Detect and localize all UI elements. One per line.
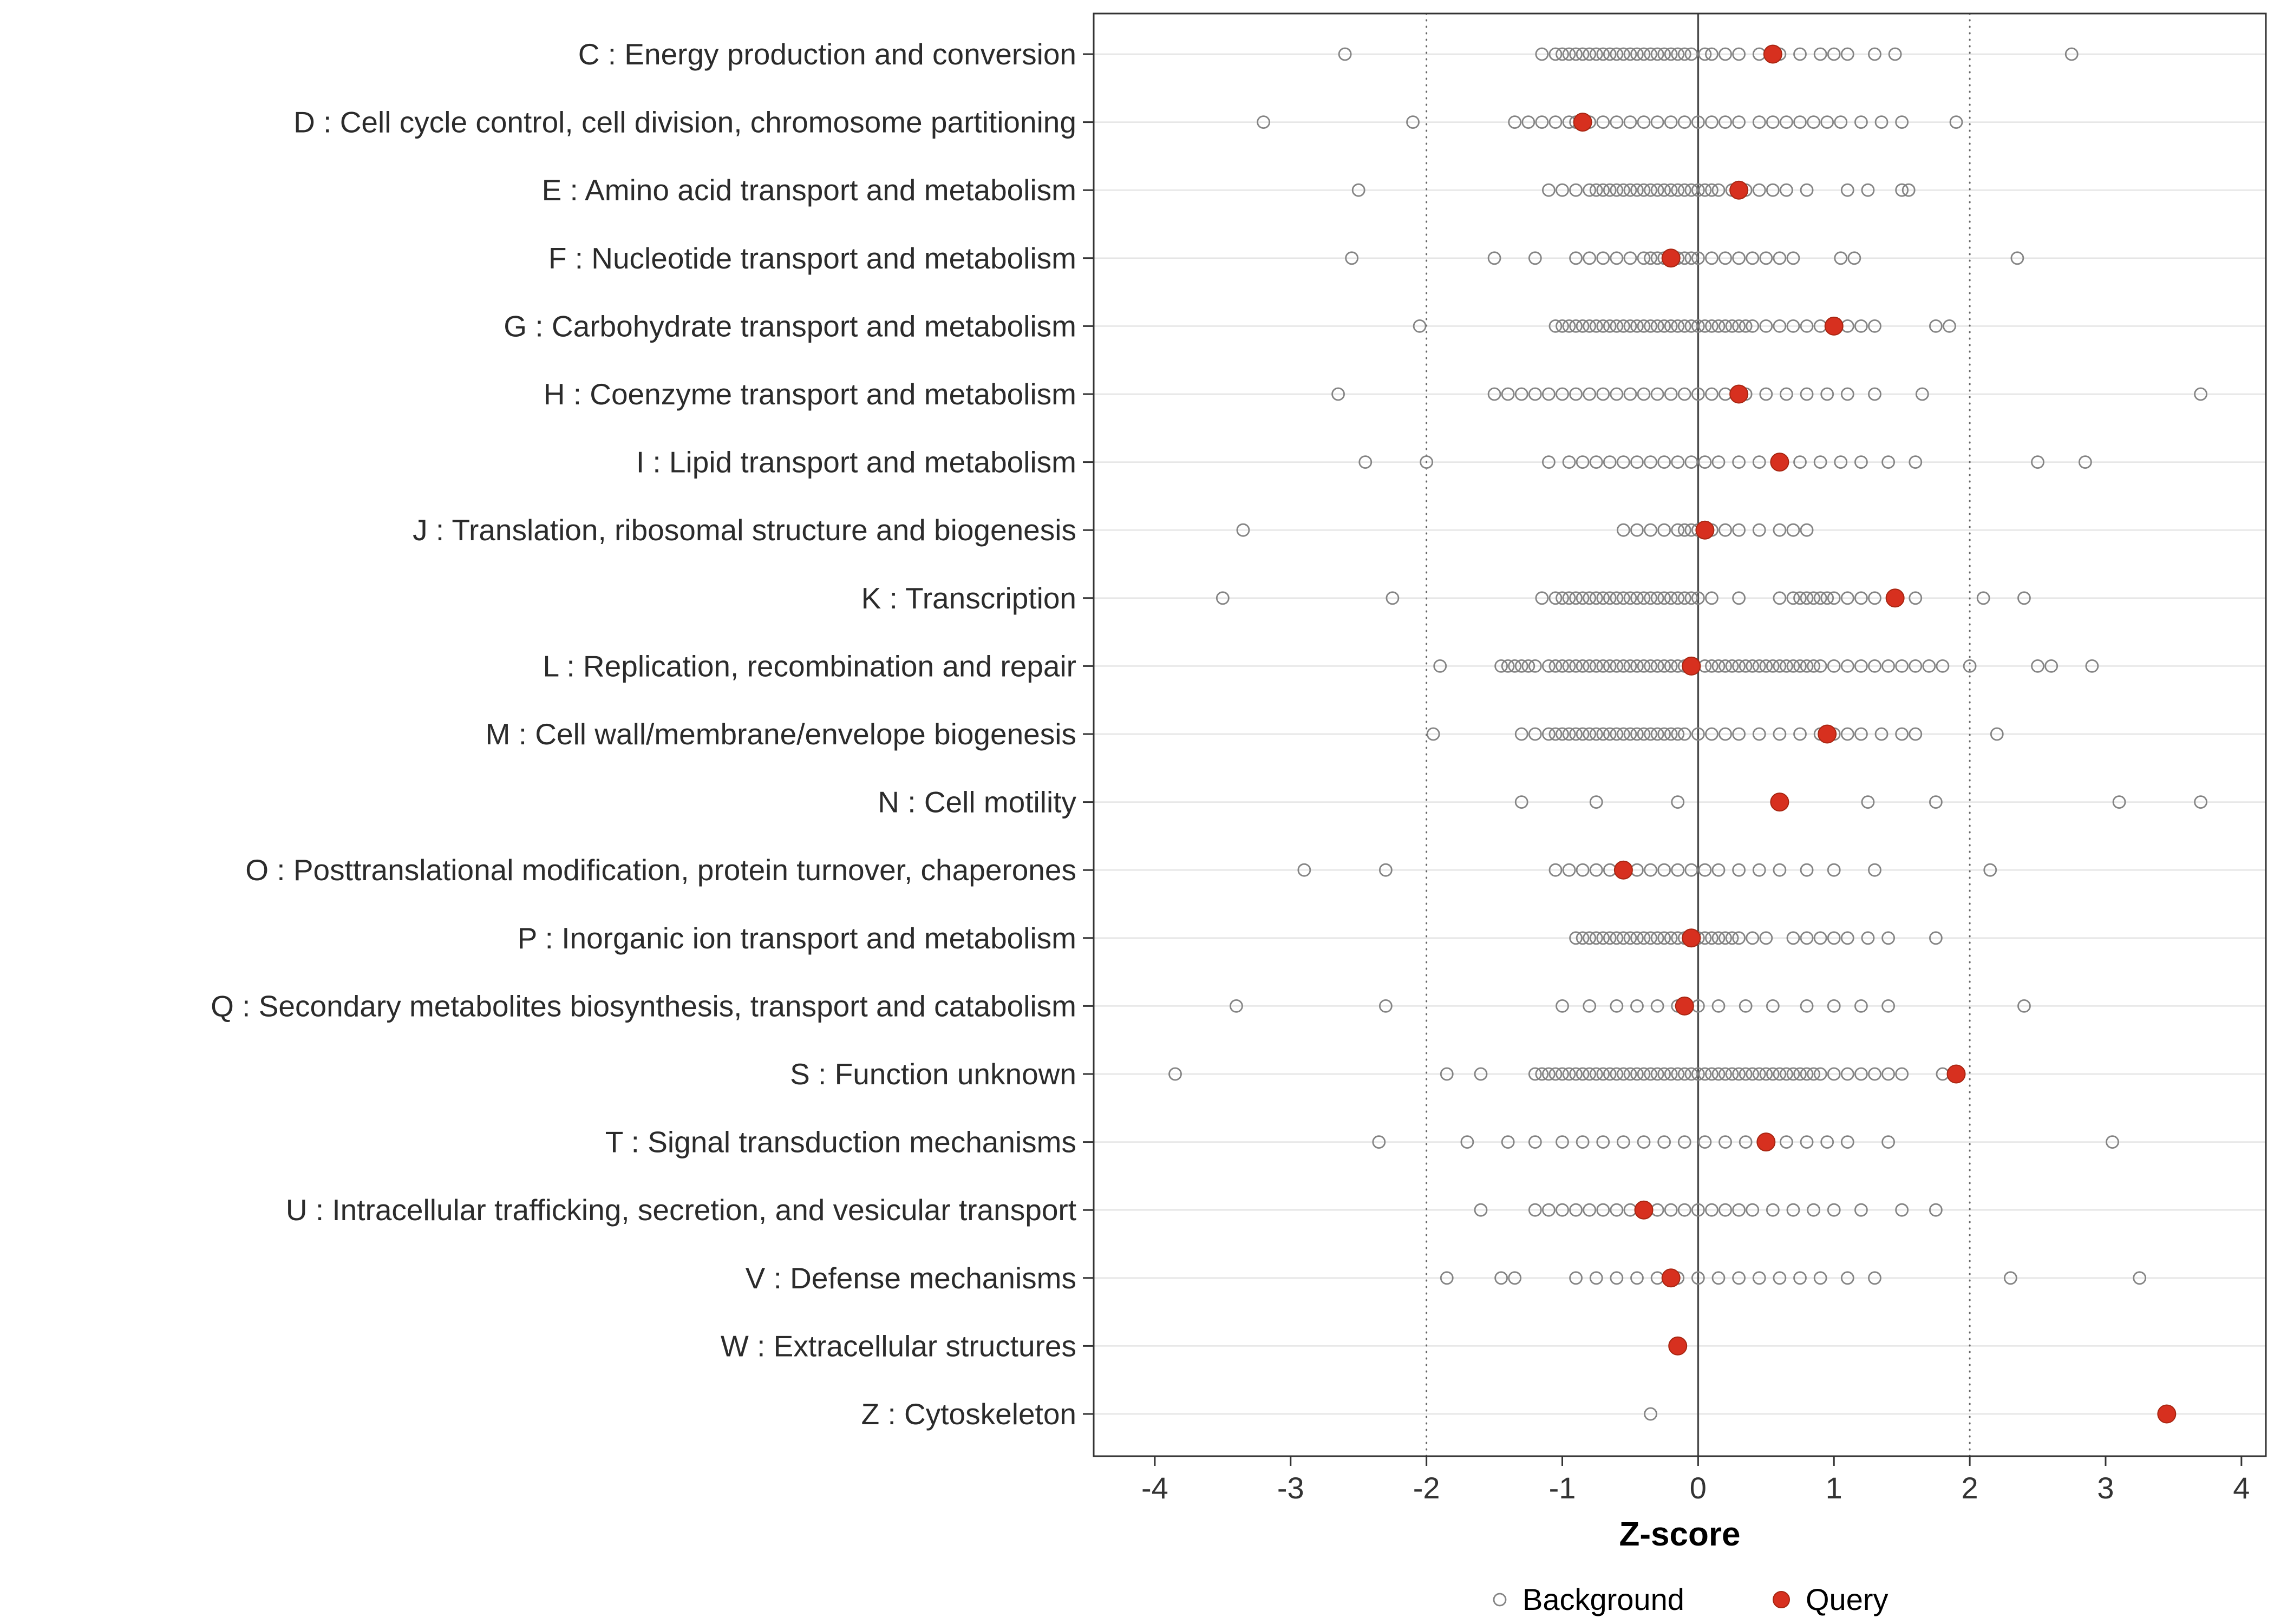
category-label: P : Inorganic ion transport and metaboli… [518,921,1076,955]
category-label: H : Coenzyme transport and metabolism [544,377,1076,411]
category-label: D : Cell cycle control, cell division, c… [293,106,1076,139]
category-label: G : Carbohydrate transport and metabolis… [504,309,1076,343]
horizontal-gridlines [1094,53,2266,1415]
category-label: U : Intracellular trafficking, secretion… [286,1193,1076,1227]
x-tick-label: 4 [2233,1471,2250,1505]
category-label: I : Lipid transport and metabolism [636,446,1076,479]
x-tick-label: -1 [1549,1471,1576,1505]
category-label: E : Amino acid transport and metabolism [542,173,1076,207]
x-tick-label: 0 [1690,1471,1707,1505]
category-label: Q : Secondary metabolites biosynthesis, … [211,989,1076,1023]
x-tick-label: 1 [1826,1471,1842,1505]
dotted-reference-lines [1426,12,1971,1457]
category-label: O : Posttranslational modification, prot… [245,853,1076,887]
legend-background-marker [1493,1593,1507,1607]
query-points [1573,44,2177,1424]
category-label: F : Nucleotide transport and metabolism [548,241,1076,275]
category-label: S : Function unknown [790,1057,1076,1091]
legend-query-marker [1773,1591,1790,1608]
category-label: M : Cell wall/membrane/envelope biogenes… [486,717,1076,751]
x-tick-label: -2 [1413,1471,1440,1505]
x-tick-label: 2 [1962,1471,1978,1505]
legend: Background Query [1493,1582,1889,1616]
category-label: T : Signal transduction mechanisms [605,1125,1076,1159]
category-label: V : Defense mechanisms [746,1261,1076,1295]
plot-panel [1094,14,2266,1456]
category-label: K : Transcription [861,581,1076,615]
category-label: N : Cell motility [878,785,1076,819]
y-axis: C : Energy production and conversion D : … [211,37,1094,1431]
x-tick-label: -4 [1141,1471,1168,1505]
category-label: W : Extracellular structures [721,1329,1076,1363]
x-axis: -4 -3 -2 -1 0 1 2 3 4 [1141,1456,2250,1505]
x-tick-label: 3 [2097,1471,2114,1505]
legend-query-label: Query [1806,1582,1889,1616]
x-tick-label: -3 [1277,1471,1304,1505]
category-label: J : Translation, ribosomal structure and… [413,513,1076,547]
category-label: L : Replication, recombination and repai… [543,649,1076,683]
category-label: Z : Cytoskeleton [861,1397,1076,1431]
background-points [1168,47,2207,1421]
legend-background-label: Background [1522,1582,1684,1616]
category-label: C : Energy production and conversion [578,37,1076,71]
x-axis-title: Z-score [1619,1516,1741,1553]
